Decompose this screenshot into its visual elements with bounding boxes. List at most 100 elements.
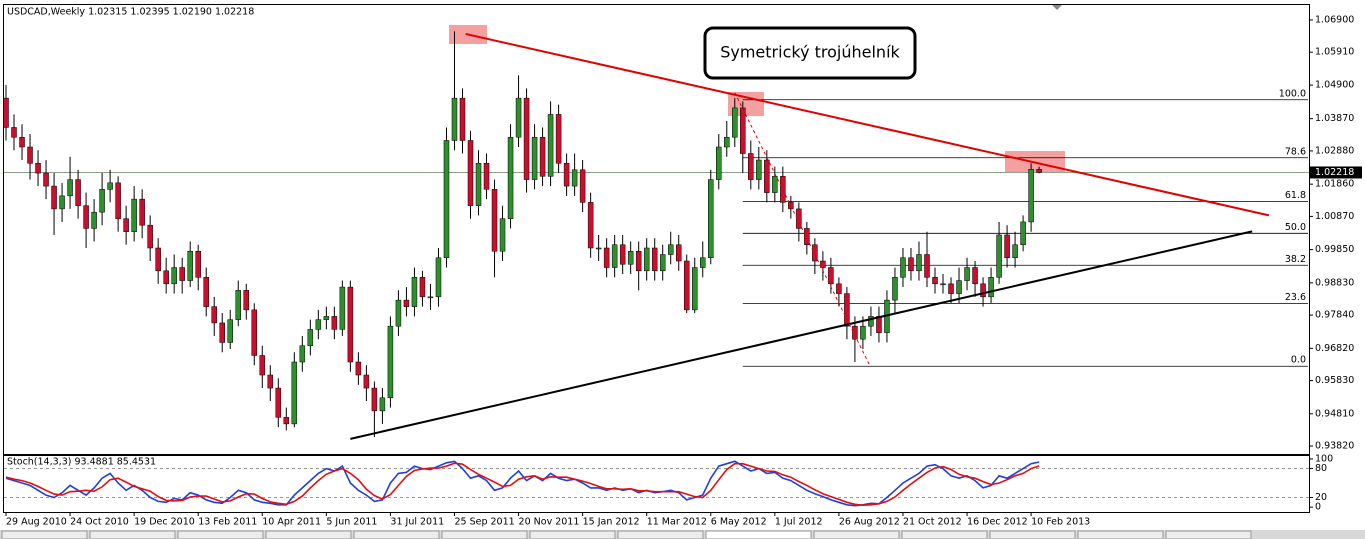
candle-body bbox=[11, 127, 17, 138]
candle-body bbox=[675, 244, 682, 262]
x-tick-label: 29 Aug 2010 bbox=[6, 517, 67, 528]
stoch-line bbox=[5, 462, 1040, 507]
candle-body bbox=[291, 361, 298, 425]
tab[interactable] bbox=[617, 530, 704, 539]
tab[interactable] bbox=[353, 530, 440, 539]
fib-label: 61.8 bbox=[1285, 190, 1306, 201]
trend-line bbox=[465, 32, 1270, 217]
y-tick-label: 1.02880 bbox=[1315, 145, 1354, 156]
y-tick-label: 0.94810 bbox=[1315, 408, 1354, 419]
candle-body bbox=[948, 283, 954, 294]
candle-body bbox=[868, 316, 874, 327]
y-tick-label: 1.00870 bbox=[1315, 211, 1354, 222]
candle-body bbox=[235, 290, 242, 320]
candle-body bbox=[307, 329, 314, 346]
annotation: Symetrický trojúhelník bbox=[720, 43, 900, 62]
candle-body bbox=[547, 114, 554, 177]
tab[interactable] bbox=[813, 530, 900, 539]
candle-body bbox=[988, 277, 994, 298]
fib-label: 100.0 bbox=[1279, 88, 1306, 99]
y-tick-label: 0.95830 bbox=[1315, 375, 1354, 386]
tab-active[interactable] bbox=[705, 530, 812, 539]
candle-body bbox=[67, 179, 73, 197]
candle-body bbox=[1028, 169, 1034, 223]
candle-body bbox=[19, 136, 25, 148]
candle-body bbox=[764, 159, 770, 193]
tab-bar bbox=[0, 530, 1365, 539]
candle-body bbox=[507, 136, 514, 219]
candle-body bbox=[339, 286, 346, 330]
candle-body bbox=[627, 250, 634, 265]
candle-body bbox=[972, 267, 978, 285]
candle-body bbox=[427, 296, 434, 299]
candle-body bbox=[980, 283, 986, 298]
candle-body bbox=[475, 163, 482, 206]
trend-line bbox=[350, 230, 1253, 440]
tab[interactable] bbox=[441, 530, 528, 539]
candle-body bbox=[916, 254, 922, 272]
tab[interactable] bbox=[1077, 530, 1164, 539]
candle-body bbox=[940, 283, 946, 286]
candle-body bbox=[579, 169, 586, 203]
candle-body bbox=[171, 267, 177, 285]
candle-body bbox=[1036, 169, 1042, 173]
candle-body bbox=[155, 247, 161, 272]
candle-body bbox=[99, 189, 105, 213]
candle-body bbox=[651, 247, 658, 272]
tab[interactable] bbox=[89, 530, 176, 539]
candle-body bbox=[163, 270, 169, 285]
tab[interactable] bbox=[901, 530, 988, 539]
tab[interactable] bbox=[177, 530, 264, 539]
candle-body bbox=[892, 277, 898, 301]
candle-body bbox=[523, 97, 530, 180]
candle-body bbox=[1012, 244, 1018, 259]
candle-body bbox=[491, 189, 498, 252]
candle-body bbox=[756, 159, 762, 180]
current-price-label: 1.02218 bbox=[1315, 167, 1354, 178]
candle-body bbox=[563, 163, 570, 187]
y-tick-label: 0.99850 bbox=[1315, 244, 1354, 255]
y-tick-label: 0.97840 bbox=[1315, 310, 1354, 321]
candle-body bbox=[716, 146, 722, 180]
y-tick-label: 0.93820 bbox=[1315, 441, 1354, 452]
y-tick-label: 1.05910 bbox=[1315, 47, 1354, 58]
candle-body bbox=[467, 140, 474, 206]
candle-body bbox=[283, 417, 290, 425]
candle-body bbox=[243, 290, 250, 311]
tab[interactable] bbox=[265, 530, 352, 539]
candle-body bbox=[435, 257, 442, 298]
candle-body bbox=[123, 218, 129, 232]
tab[interactable] bbox=[1, 530, 88, 539]
candle-body bbox=[531, 136, 538, 180]
candle-body bbox=[483, 163, 490, 190]
x-tick-label: 31 Jul 2011 bbox=[390, 517, 444, 528]
candle-body bbox=[451, 97, 458, 141]
candle-body bbox=[683, 260, 690, 311]
fib-label: 0.0 bbox=[1291, 355, 1306, 366]
candle-body bbox=[924, 254, 930, 278]
x-tick-label: 11 Mar 2012 bbox=[647, 517, 707, 528]
candle-body bbox=[860, 325, 866, 340]
candle-body bbox=[411, 277, 418, 307]
candle-body bbox=[499, 218, 506, 252]
candle-body bbox=[603, 247, 610, 268]
candle-body bbox=[1004, 234, 1010, 259]
candle-body bbox=[908, 257, 914, 272]
candle-body bbox=[267, 374, 274, 389]
tab[interactable] bbox=[529, 530, 616, 539]
candle-body bbox=[115, 182, 121, 219]
candle-body bbox=[748, 153, 754, 180]
tab[interactable] bbox=[989, 530, 1076, 539]
candle-body bbox=[43, 172, 49, 187]
stoch-line bbox=[5, 460, 1040, 507]
candle-body bbox=[828, 267, 834, 285]
candle-body bbox=[619, 244, 626, 265]
x-tick-label: 6 May 2012 bbox=[711, 517, 767, 528]
candle-body bbox=[740, 107, 746, 154]
candle-body bbox=[844, 293, 850, 327]
tab[interactable] bbox=[1165, 530, 1252, 539]
candle-body bbox=[59, 195, 65, 210]
candle-body bbox=[35, 163, 41, 174]
candle-body bbox=[900, 257, 906, 278]
